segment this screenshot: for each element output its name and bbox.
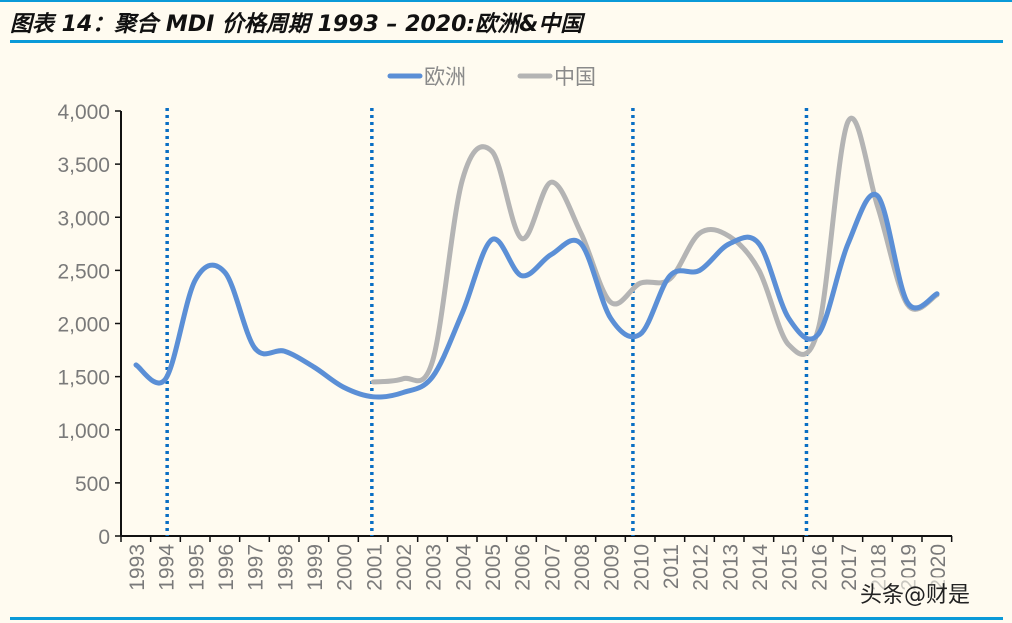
y-tick-label: 1,000 <box>57 420 110 443</box>
figure-title: 图表 14：聚合 MDI 价格周期 1993 – 2020:欧洲&中国 <box>10 12 583 37</box>
x-tick-label: 2008 <box>571 544 594 591</box>
y-tick-label: 1,500 <box>57 367 110 390</box>
x-tick-label: 2015 <box>779 544 802 591</box>
x-tick-label: 2014 <box>749 544 772 591</box>
title-rule <box>10 40 1003 43</box>
x-tick-label: 2013 <box>719 544 742 591</box>
y-tick-label: 2,500 <box>57 260 110 283</box>
x-tick-label: 2000 <box>334 544 357 591</box>
x-tick-label: 1997 <box>245 544 268 591</box>
x-tick-label: 2017 <box>838 544 861 591</box>
top-rule <box>0 0 1012 2</box>
x-tick-label: 2012 <box>690 544 713 591</box>
watermark: 头条@财是 <box>860 577 971 609</box>
x-tick-label: 2001 <box>363 544 386 591</box>
bottom-rule <box>10 617 1003 620</box>
x-tick-label: 1998 <box>274 544 297 591</box>
x-tick-label: 2016 <box>808 544 831 591</box>
x-tick-label: 1999 <box>304 544 327 591</box>
y-tick-label: 2,000 <box>57 314 110 337</box>
x-tick-label: 2007 <box>541 544 564 591</box>
legend-label: 中国 <box>554 65 596 89</box>
y-tick-label: 4,000 <box>57 101 110 124</box>
x-tick-label: 2010 <box>630 544 653 591</box>
x-tick-label: 2002 <box>393 544 416 591</box>
y-tick-label: 500 <box>75 473 110 496</box>
x-tick-label: 1993 <box>126 544 149 591</box>
x-tick-label: 2004 <box>452 544 475 591</box>
x-tick-label: 2005 <box>482 544 505 591</box>
y-tick-label: 0 <box>98 526 110 549</box>
series-line-china <box>370 115 940 385</box>
x-tick-label: 1994 <box>156 544 179 591</box>
x-tick-label: 2011 <box>660 544 683 589</box>
x-tick-label: 1995 <box>185 544 208 591</box>
x-tick-label: 2009 <box>601 544 624 591</box>
legend-label: 欧洲 <box>424 65 466 89</box>
series-line-europe <box>133 191 940 400</box>
y-tick-label: 3,500 <box>57 154 110 177</box>
x-tick-label: 2006 <box>512 544 535 591</box>
y-tick-label: 3,000 <box>57 207 110 230</box>
x-tick-label: 2003 <box>423 544 446 591</box>
x-tick-label: 1996 <box>215 544 238 591</box>
